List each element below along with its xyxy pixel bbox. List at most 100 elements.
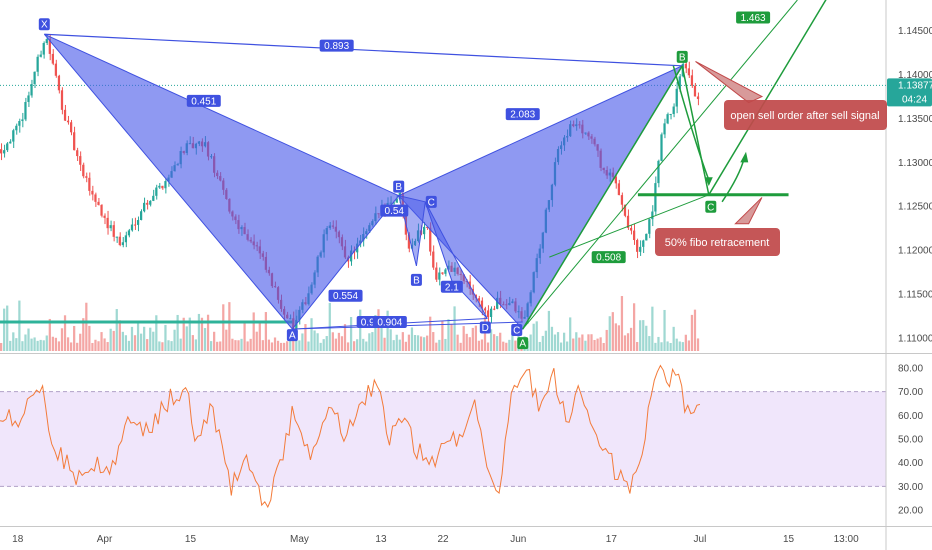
volume-bar xyxy=(164,324,167,351)
volume-bar xyxy=(316,333,319,351)
pattern-point-4: B xyxy=(413,275,420,286)
rsi-line xyxy=(0,364,701,509)
pattern-point-6-box xyxy=(479,321,491,334)
candle-body xyxy=(112,225,115,237)
candle-body xyxy=(133,224,137,226)
price-tick-label: 1.12500 xyxy=(898,202,932,213)
volume-bar xyxy=(508,339,511,351)
volume-bar xyxy=(66,337,70,351)
volume-bar xyxy=(502,341,505,351)
candle-body xyxy=(496,297,499,309)
volume-bar xyxy=(261,340,264,351)
volume-bar xyxy=(423,337,426,351)
volume-bar xyxy=(255,331,258,351)
volume-bar xyxy=(100,332,103,351)
volume-bar xyxy=(623,335,627,351)
time-tick-label: Jul xyxy=(694,534,707,545)
volume-bar xyxy=(60,328,64,351)
volume-bar xyxy=(94,339,97,351)
volume-bar xyxy=(276,340,280,351)
proj-cd-line xyxy=(708,0,827,196)
volume-bar xyxy=(331,332,334,351)
volume-bar xyxy=(109,328,112,351)
volume-bar xyxy=(645,325,648,351)
volume-bar xyxy=(593,339,596,351)
volume-bar xyxy=(614,323,617,351)
candle-body xyxy=(687,68,691,76)
time-tick-label: 15 xyxy=(783,534,795,545)
volume-bar xyxy=(581,334,584,351)
candle-body xyxy=(614,176,617,184)
volume-bar xyxy=(313,330,316,351)
proj-bc-line xyxy=(681,65,710,195)
candle-body xyxy=(57,75,61,91)
volume-bar xyxy=(362,338,365,351)
candle-body xyxy=(66,120,70,123)
volume-bar xyxy=(106,342,109,351)
price-badge-timer: 04:24 xyxy=(902,94,927,105)
volume-bar xyxy=(334,338,337,351)
pattern-point-0: X xyxy=(41,20,48,31)
time-tick-label: May xyxy=(290,534,309,545)
candle-body xyxy=(124,235,128,243)
candle-body xyxy=(100,204,103,216)
volume-bar xyxy=(578,337,581,351)
volume-bar xyxy=(605,329,608,351)
volume-bar xyxy=(365,341,368,351)
callout-2-text: 50% fibo retracement xyxy=(665,237,770,249)
volume-bar xyxy=(301,333,304,351)
volume-bar xyxy=(0,342,3,351)
volume-bar xyxy=(206,314,210,351)
ratio-label-2: 2.083 xyxy=(510,110,535,121)
volume-bar xyxy=(130,326,134,351)
volume-bar xyxy=(678,341,681,351)
pattern-small-cd xyxy=(424,201,488,319)
price-tick-label: 1.11500 xyxy=(898,289,932,300)
volume-bar xyxy=(389,329,392,351)
price-tick-label: 1.13000 xyxy=(898,158,932,169)
volume-bar xyxy=(12,332,15,351)
candle-body xyxy=(435,267,438,280)
volume-bar xyxy=(349,316,353,351)
volume-bar xyxy=(337,332,341,351)
pattern-point-3-box xyxy=(425,195,437,208)
candle-body xyxy=(626,215,630,228)
candle-body xyxy=(164,181,167,189)
volume-bar xyxy=(54,337,58,351)
ratio-label-6-box xyxy=(372,316,407,329)
volume-bar xyxy=(499,332,502,351)
volume-bar xyxy=(213,331,216,351)
volume-bar xyxy=(429,316,432,351)
candle-body xyxy=(97,201,100,205)
candle-body xyxy=(60,90,64,110)
volume-bar xyxy=(587,334,590,351)
volume-bar xyxy=(325,336,328,351)
callout-1-text: open sell order after sell signal xyxy=(730,110,879,122)
volume-bar xyxy=(319,342,322,351)
volume-bar xyxy=(620,296,624,351)
volume-bar xyxy=(660,342,663,351)
volume-bar xyxy=(298,340,301,351)
volume-bar xyxy=(617,325,621,351)
price-tick-label: 1.14000 xyxy=(898,70,932,81)
candle-body xyxy=(660,134,663,161)
volume-bar xyxy=(88,325,91,351)
candle-body xyxy=(39,54,42,57)
volume-bar xyxy=(684,334,687,351)
volume-bar xyxy=(410,327,414,351)
pattern-point-1: A xyxy=(289,331,296,342)
xb-ratio-line xyxy=(44,33,683,67)
candle-body xyxy=(12,130,15,142)
candle-body xyxy=(76,150,79,157)
candle-body xyxy=(486,310,490,317)
volume-bar xyxy=(139,333,143,351)
candle-body xyxy=(629,227,633,231)
callout-1-pointer xyxy=(695,60,764,104)
candle-body xyxy=(648,219,651,234)
candle-body xyxy=(642,240,645,247)
candle-body xyxy=(54,63,58,76)
pattern-point-8-box xyxy=(517,337,529,350)
volume-bar xyxy=(264,312,268,351)
volume-bar xyxy=(27,328,30,351)
